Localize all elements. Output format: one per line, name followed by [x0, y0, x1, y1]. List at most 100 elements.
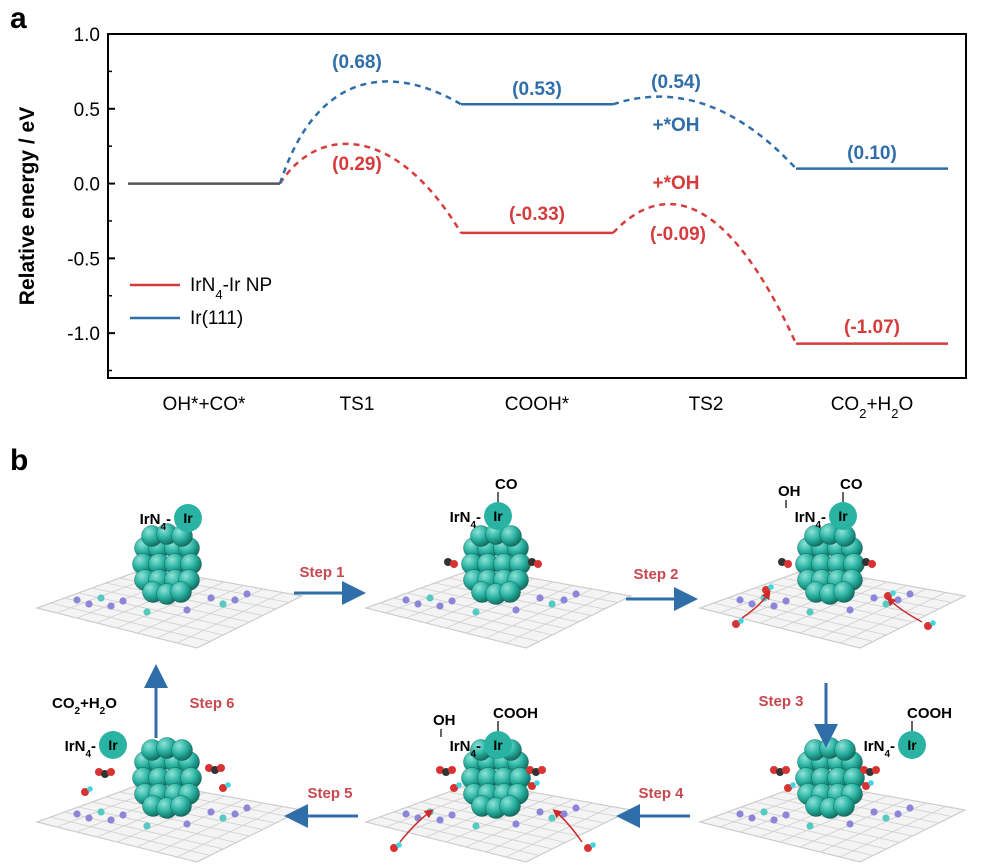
state-top-3: [698, 523, 967, 649]
plot-frame: [107, 33, 967, 379]
value-label: (-0.09): [650, 224, 706, 245]
y-tick-label: 1.0: [74, 25, 100, 46]
ir-atom-label: Ir: [907, 737, 917, 753]
x-tick-label: OH*+CO*: [163, 394, 246, 415]
oh-molecule: [732, 618, 744, 628]
state-bottom-1: [35, 737, 304, 863]
annotation-oh-red: +*OH: [653, 173, 700, 194]
co2-molecule: [205, 764, 225, 774]
y-axis-label: Relative energy / eV: [16, 107, 39, 305]
co2-molecule: [436, 766, 456, 776]
ir-atom-label: Ir: [183, 510, 193, 526]
oh-molecule: [862, 780, 874, 790]
value-label: (0.53): [512, 79, 562, 100]
value-label: (0.10): [847, 143, 897, 164]
y-tick-label: -1.0: [67, 324, 100, 345]
step-label: Step 5: [307, 785, 352, 802]
x-tick-label: TS1: [340, 394, 375, 415]
oh-ligand-label: OH: [433, 712, 456, 729]
state-bottom-3: [698, 737, 967, 863]
oh-molecule: [528, 780, 540, 790]
ir-atom-label: Ir: [108, 737, 118, 753]
y-tick-label: -0.5: [67, 249, 100, 270]
state-top-2: [364, 523, 633, 649]
cooh-ligand-label: COOH: [493, 705, 538, 722]
value-label: (-1.07): [844, 317, 900, 338]
irn4-label: IrN4-: [65, 738, 96, 760]
step-label: Step 4: [638, 785, 684, 802]
ir-atom-icon: [99, 731, 127, 759]
oh-molecule: [784, 782, 796, 792]
step-label: Step 6: [189, 695, 234, 712]
ir-atom-icon: [484, 731, 512, 759]
co2-molecule: [860, 766, 880, 776]
state3-formula: IrN4- Ir CO OH: [778, 476, 863, 531]
ir-atom-label: Ir: [493, 508, 503, 524]
value-label: (0.54): [651, 72, 701, 93]
step-3: Step 3: [758, 683, 838, 748]
value-label: (0.68): [332, 52, 382, 73]
co-ligand-label: CO: [840, 476, 863, 493]
state1-formula: IrN4- Ir: [140, 504, 202, 533]
ir-cluster: [461, 523, 531, 605]
ir-atom-icon: [829, 502, 857, 530]
legend: IrN4-Ir NP Ir(111): [130, 275, 272, 329]
ir-cluster: [795, 737, 865, 819]
step-label: Step 1: [299, 564, 344, 581]
state2-formula: IrN4- Ir CO: [450, 476, 518, 531]
co-molecule: [444, 558, 458, 568]
legend-label-ir111: Ir(111): [190, 308, 243, 329]
oh-molecule: [450, 782, 462, 792]
y-tick-label: 0.0: [74, 175, 100, 196]
graphene-sheet: [35, 781, 304, 863]
value-labels: (0.29) (-0.33) (-0.09) (-1.07) (0.68) (0.53) (…: [332, 52, 900, 338]
graphene-sheet: [364, 567, 633, 649]
annotation-oh-blue: +*OH: [653, 115, 700, 136]
irn4-label: IrN4-: [450, 509, 481, 531]
oh-molecule: [81, 786, 93, 796]
co-ligand-label: CO: [495, 476, 518, 493]
x-axis: OH*+CO* TS1 COOH* TS2 CO2+H2O: [163, 394, 914, 421]
co-molecule: [778, 558, 792, 568]
ir-atom-label: Ir: [838, 508, 848, 524]
step-6: Step 6: [144, 664, 235, 738]
co-molecule: [528, 558, 542, 568]
step-label: Step 3: [758, 693, 803, 710]
oh-molecule: [390, 842, 402, 852]
ts1-curve: [278, 142, 463, 234]
series-layer: [128, 80, 948, 345]
ts2-curve: [612, 95, 797, 170]
energy-profile-chart: 1.0 0.5 0.0 -0.5 -1.0 OH*+CO* TS1 COOH* TS2 CO2+…: [67, 25, 967, 421]
co-molecule: [862, 558, 876, 568]
state5-formula: IrN4- Ir COOH OH: [433, 705, 538, 760]
y-axis: 1.0 0.5 0.0 -0.5 -1.0: [67, 25, 115, 372]
state6-formula: IrN4- Ir: [65, 731, 127, 760]
ir-cluster: [132, 523, 202, 605]
oh-molecule: [584, 842, 596, 852]
ir-cluster: [795, 523, 865, 605]
cooh-ligand-label: COOH: [907, 705, 952, 722]
ir-atom-icon: [484, 502, 512, 530]
co2-molecule: [95, 768, 115, 778]
graphene-sheet: [698, 781, 967, 863]
irn4-label: IrN4-: [140, 511, 171, 533]
x-tick-label: COOH*: [505, 394, 570, 415]
ir-atom-icon: [174, 504, 202, 532]
ts2-curve: [612, 202, 798, 345]
step-1: Step 1: [294, 564, 366, 605]
oh-ligand-label: OH: [778, 483, 801, 500]
y-tick-label: 0.5: [74, 100, 100, 121]
value-label: (0.29): [332, 154, 382, 175]
oh-molecule: [924, 620, 936, 630]
oh-molecule: [219, 782, 231, 792]
x-tick-label: CO2+H2O: [831, 394, 914, 421]
state-top-1: [35, 523, 304, 649]
ir-cluster: [132, 737, 202, 819]
co2-molecule: [526, 766, 546, 776]
state-bottom-2: [364, 737, 633, 863]
co2-h2o-label: CO2+H2O: [52, 695, 117, 717]
panel-b-letter: b: [10, 444, 28, 477]
irn4-label: IrN4-: [864, 738, 895, 760]
ir-atom-icon: [898, 731, 926, 759]
